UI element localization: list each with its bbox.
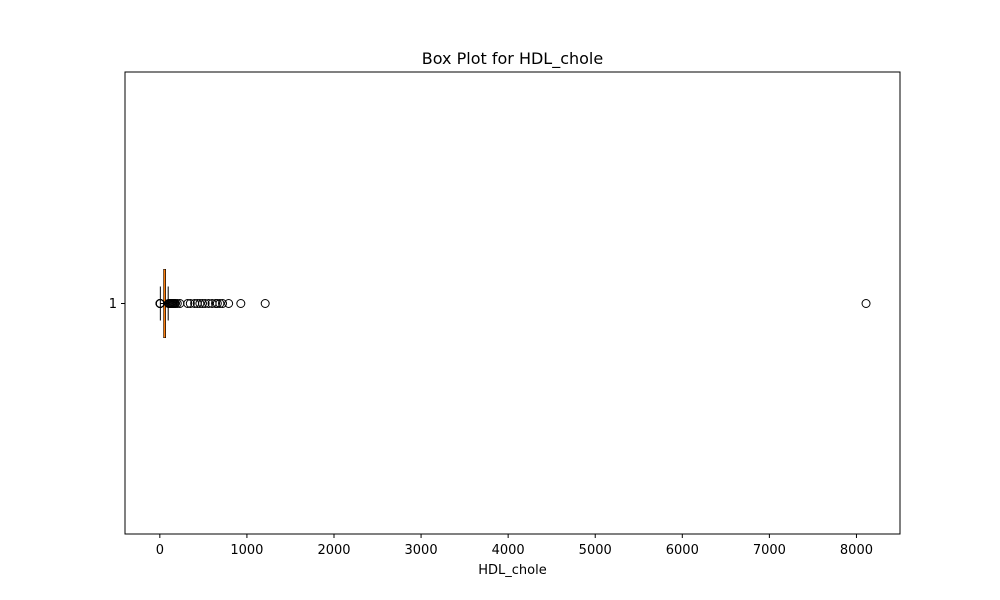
- y-tick-group: 1: [109, 297, 125, 312]
- outlier-point: [198, 299, 207, 308]
- x-tick-label: 4000: [492, 543, 525, 558]
- outlier-point: [215, 299, 225, 308]
- x-tick-group: 0 1000 2000 3000 4000 5000 6000 7000 8000: [156, 534, 873, 558]
- plot-frame: [124, 71, 901, 535]
- outlier-point: [183, 299, 193, 308]
- outlier-group: [155, 299, 871, 308]
- outlier-point: [200, 299, 210, 308]
- outlier-point: [185, 299, 195, 308]
- y-tick-label: 1: [109, 297, 117, 312]
- x-tick-label: 3000: [405, 543, 438, 558]
- outlier-point: [218, 299, 228, 308]
- x-tick-label: 0: [156, 543, 164, 558]
- outlier-point: [236, 299, 246, 308]
- x-tick-label: 5000: [579, 543, 612, 558]
- outlier-point: [212, 299, 222, 308]
- outlier-point: [195, 299, 205, 308]
- x-tick-label: 2000: [317, 543, 350, 558]
- x-tick-label: 1000: [230, 543, 263, 558]
- outlier-point: [224, 299, 234, 308]
- outlier-point: [861, 299, 871, 308]
- outlier-point: [204, 299, 214, 308]
- outlier-point: [260, 299, 270, 308]
- x-tick-label: 7000: [753, 543, 786, 558]
- x-axis-label: HDL_chole: [478, 563, 546, 578]
- x-tick-label: 8000: [840, 543, 873, 558]
- outlier-point: [172, 299, 182, 308]
- x-tick-label: 6000: [666, 543, 699, 558]
- chart-title: Box Plot for HDL_chole: [422, 49, 603, 69]
